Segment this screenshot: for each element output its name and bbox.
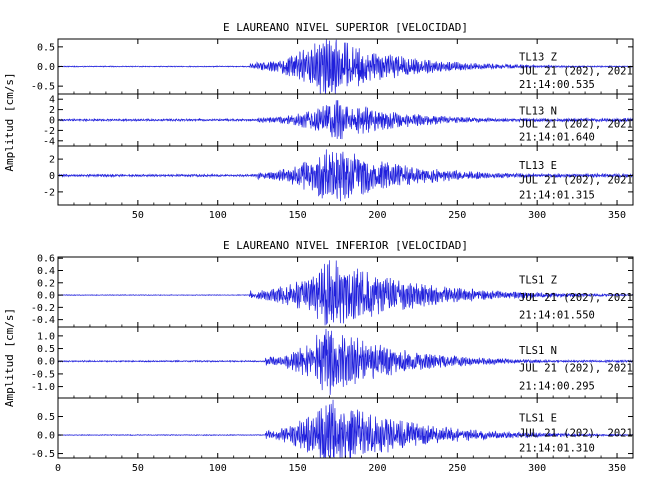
y-tick-label: -1.0	[31, 382, 55, 393]
panel-tls1-z: 0.60.40.2 0.0-0.2-0.4 TLS1 Z JUL 21 (202), …	[31, 254, 634, 328]
y-tick-label: 0.6	[37, 254, 55, 265]
record-date: JUL 21 (202), 2021	[519, 427, 633, 439]
x-tick-label: 300	[528, 210, 546, 221]
y-tick-label: 0.4	[37, 266, 55, 277]
y-tick-label: 0.0	[37, 291, 55, 302]
y-tick-label: 0	[49, 116, 55, 127]
y-tick-label: 0.0	[37, 431, 55, 442]
record-date: JUL 21 (202), 2021	[519, 363, 633, 375]
record-time: 21:14:01.550	[519, 310, 595, 322]
y-tick-label: -0.5	[31, 82, 55, 93]
y-tick-label: 0.0	[37, 62, 55, 73]
chart-title: E LAUREANO NIVEL SUPERIOR [VELOCIDAD]	[223, 21, 468, 34]
x-tick-label: 350	[608, 210, 626, 221]
y-axis-label: Amplitud [cm/s]	[3, 308, 16, 407]
station-label: TLS1 N	[519, 345, 557, 357]
y-tick-label: 2	[49, 155, 55, 166]
y-tick-label: 0.5	[37, 412, 55, 423]
record-time: 21:14:01.310	[519, 442, 595, 454]
seismic-trace	[57, 328, 634, 395]
record-date: JUL 21 (202), 2021	[519, 65, 633, 77]
seismic-trace	[57, 260, 634, 326]
y-tick-label: -0.5	[31, 369, 55, 380]
panel-tl13-e: 2 0 -2 TL13 E JUL 21 (202), 2021 21:14:01.315	[43, 145, 634, 206]
y-tick-label: -0.2	[31, 303, 55, 314]
y-tick-label: -4	[43, 136, 55, 147]
station-label: TL13 Z	[519, 52, 557, 64]
y-tick-label: 0.5	[37, 344, 55, 355]
x-tick-label: 250	[448, 210, 466, 221]
x-tick-label: 300	[528, 463, 546, 474]
record-time: 21:14:01.315	[519, 189, 595, 201]
record-date: JUL 21 (202), 2021	[519, 175, 633, 187]
seismic-trace	[57, 38, 634, 95]
record-time: 21:14:01.640	[519, 132, 595, 144]
y-tick-label: 1.0	[37, 331, 55, 342]
x-tick-label: 0	[55, 463, 61, 474]
x-tick-label: 250	[448, 463, 466, 474]
y-tick-label: 0.5	[37, 42, 55, 53]
x-tick-label: 100	[209, 463, 227, 474]
record-date: JUL 21 (202), 2021	[519, 119, 633, 131]
station-label: TLS1 E	[519, 412, 557, 424]
x-tick-label: 150	[289, 463, 307, 474]
panel-tls1-e: 0.5 0.0 -0.5 TLS1 E JUL 21 (202), 2021 21:14:…	[31, 397, 634, 460]
y-tick-label: 2	[49, 105, 55, 116]
record-time: 21:14:00.535	[519, 79, 595, 91]
station-label: TL13 N	[519, 106, 557, 118]
x-tick-label: 200	[368, 463, 386, 474]
x-tick-label: 350	[608, 463, 626, 474]
y-tick-label: -0.5	[31, 449, 55, 460]
seismic-trace	[57, 149, 634, 202]
station-label: TL13 E	[519, 160, 557, 172]
record-date: JUL 21 (202), 2021	[519, 292, 633, 304]
seismic-trace	[57, 100, 634, 140]
x-tick-label: 50	[132, 463, 144, 474]
y-tick-label: 0	[49, 171, 55, 182]
y-tick-label: -2	[43, 187, 55, 198]
record-time: 21:14:00.295	[519, 380, 595, 392]
y-tick-label: -2	[43, 126, 55, 137]
y-tick-label: 0.2	[37, 278, 55, 289]
x-tick-label: 50	[132, 210, 144, 221]
x-tick-label: 100	[209, 210, 227, 221]
x-tick-label: 200	[368, 210, 386, 221]
x-tick-label: 150	[289, 210, 307, 221]
y-axis-label: Amplitud [cm/s]	[3, 72, 16, 171]
y-tick-label: 4	[49, 95, 55, 106]
panel-tls1-n: 1.0 0.5 0.0-0.5 -1.0 TLS1 N JUL 21 (202), 202…	[31, 326, 634, 399]
chart-title: E LAUREANO NIVEL INFERIOR [VELOCIDAD]	[223, 239, 468, 252]
y-tick-label: 0.0	[37, 357, 55, 368]
y-tick-label: -0.4	[31, 315, 55, 326]
station-label: TLS1 Z	[519, 275, 557, 287]
